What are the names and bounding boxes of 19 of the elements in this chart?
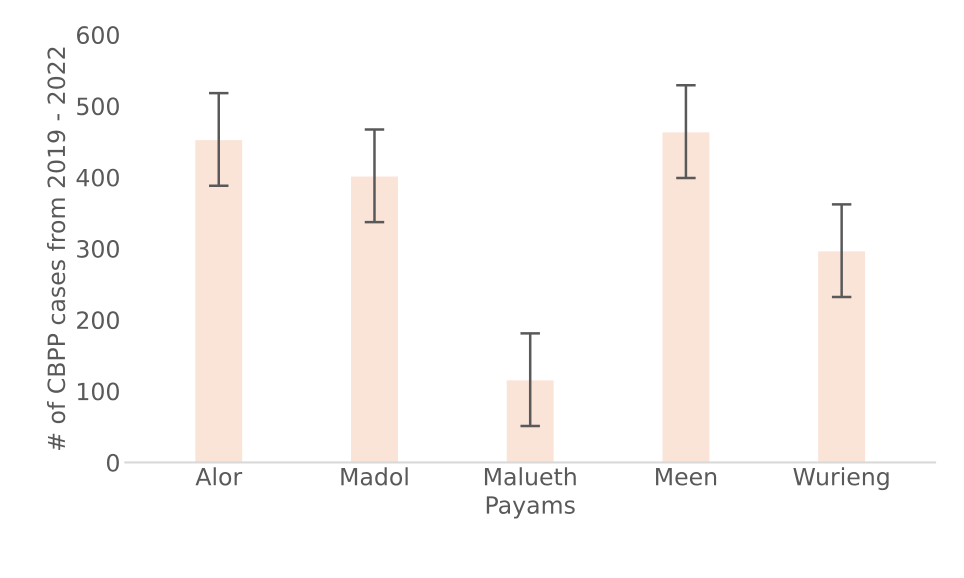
bar (661, 130, 711, 462)
y-tick-label: 400 (76, 168, 119, 187)
x-axis-title: Payams (486, 496, 575, 519)
bar (350, 175, 400, 462)
y-tick-label: 100 (78, 382, 119, 400)
y-axis-title: # of CBPP cases from 2019 - 2022 (46, 48, 66, 450)
x-tick-label: Malueth (484, 467, 576, 486)
y-tick-label: 600 (77, 26, 119, 44)
x-tick-label: Meen (656, 468, 716, 486)
x-tick-label: Alor (196, 467, 242, 486)
x-tick-label: Wurieng (793, 467, 889, 490)
bar (816, 250, 866, 462)
bar (505, 379, 556, 462)
x-tick-label: Madol (341, 467, 408, 486)
bar (194, 138, 244, 462)
y-tick-label: 200 (77, 311, 119, 330)
y-tick-label: 500 (77, 97, 119, 116)
y-tick-label: 300 (77, 240, 119, 258)
y-tick-label: 0 (106, 454, 119, 472)
